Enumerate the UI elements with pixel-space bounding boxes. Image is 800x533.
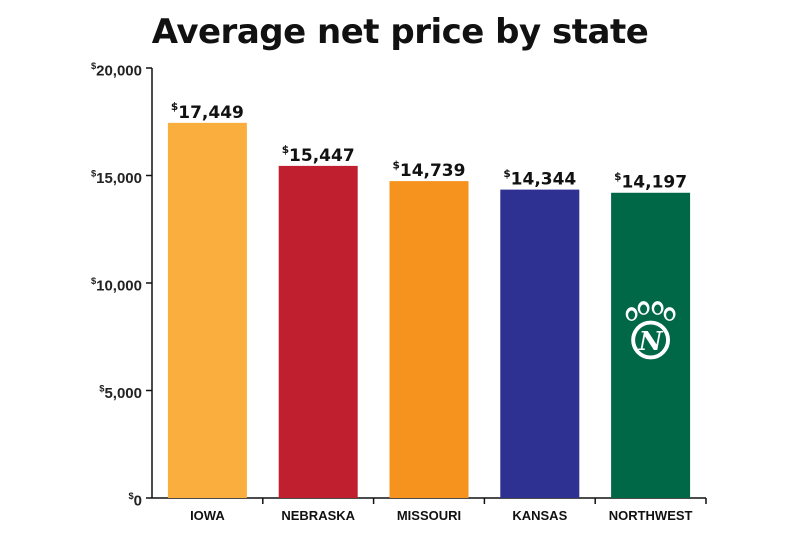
logo-letter: N	[638, 327, 664, 357]
data-label: $14,739	[393, 159, 466, 181]
bearcat-paw-icon: N	[624, 299, 677, 361]
paw-toe-inner	[666, 310, 674, 320]
x-tick-label: NEBRASKA	[281, 508, 355, 523]
y-tick-label: $15,000	[91, 168, 142, 187]
x-tick-label: IOWA	[190, 508, 225, 523]
y-tick-label: $10,000	[91, 276, 142, 295]
paw-pad-inner	[635, 324, 667, 356]
x-tick-label: KANSAS	[512, 508, 567, 523]
y-tick-label: $0	[128, 491, 142, 510]
y-tick-label: $5,000	[99, 383, 142, 402]
paw-toe-inner	[628, 310, 636, 320]
x-tick-label: MISSOURI	[397, 508, 461, 523]
paw-toe-inner	[640, 304, 648, 314]
bar	[389, 181, 469, 498]
data-label: $17,449	[171, 101, 244, 123]
y-tick-label: $20,000	[91, 61, 142, 80]
paw-toe-inner	[654, 304, 662, 314]
x-tick-label: NORTHWEST	[609, 508, 693, 523]
data-label: $15,447	[282, 144, 355, 166]
data-label: $14,197	[614, 171, 687, 193]
bar	[167, 122, 247, 498]
data-label: $14,344	[503, 168, 576, 190]
bar	[500, 189, 580, 498]
labels: IOWA $17,449 NEBRASKA $15,447 MISSOURI $14,73…	[171, 101, 693, 523]
chart-title: Average net price by state	[151, 12, 649, 52]
bar	[278, 165, 358, 498]
bars	[167, 122, 691, 498]
